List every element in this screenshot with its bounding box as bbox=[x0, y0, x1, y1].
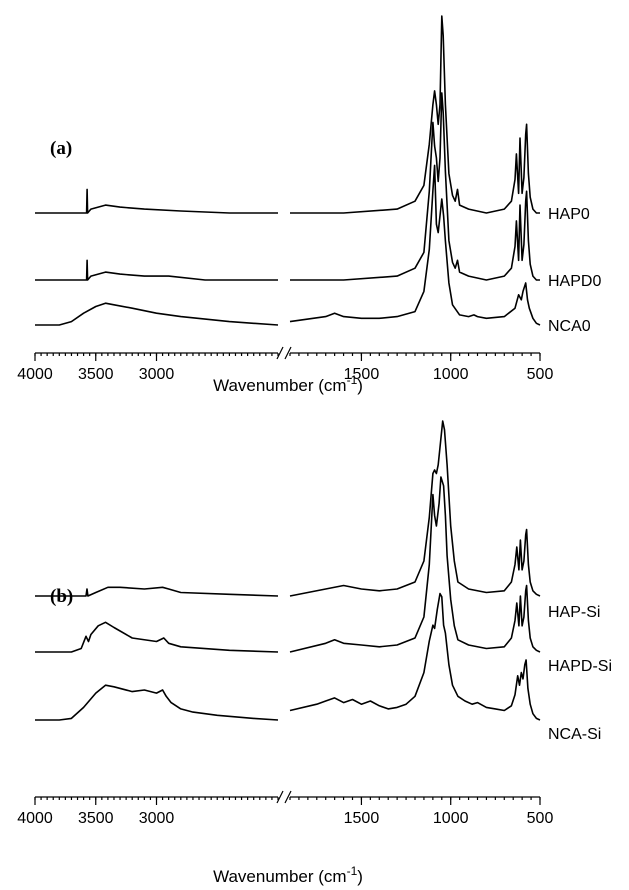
tick-label: 3000 bbox=[139, 366, 175, 383]
axis-break-mark bbox=[276, 790, 284, 804]
tick-label: 3500 bbox=[78, 366, 114, 383]
x-axis-title: Wavenumber (cm-1) bbox=[213, 864, 363, 886]
series-label: HAP0 bbox=[548, 206, 590, 223]
panel-label: (a) bbox=[50, 138, 72, 159]
spectrum-line-high bbox=[35, 586, 279, 597]
series-NCA0: NCA0 bbox=[35, 164, 591, 335]
tick-label: 1000 bbox=[433, 366, 469, 383]
x-axis-title: Wavenumber (cm-1) bbox=[213, 373, 363, 395]
spectrum-line-low bbox=[290, 92, 540, 281]
series-label: HAPD-Si bbox=[548, 658, 612, 675]
panel-a: (a) HAP0 HAPD0 NCA0 4000 3500 3000 1500 1000 500 W… bbox=[17, 15, 601, 395]
tick-label: 4000 bbox=[17, 366, 53, 383]
tick-label: 500 bbox=[527, 810, 554, 827]
tick-label: 1500 bbox=[344, 810, 380, 827]
spectrum-line-low bbox=[289, 164, 541, 326]
tick-label: 3000 bbox=[139, 810, 175, 827]
spectrum-line-high bbox=[35, 621, 279, 653]
series-HAP-Si: HAP-Si bbox=[35, 420, 600, 621]
series-label: HAPD0 bbox=[548, 273, 601, 290]
spectrum-line-high bbox=[35, 684, 279, 721]
tick-label: 500 bbox=[527, 366, 554, 383]
spectrum-line-high bbox=[35, 188, 278, 214]
tick-label: 1500 bbox=[344, 366, 380, 383]
series-HAPD-Si: HAPD-Si bbox=[35, 476, 612, 675]
series-label: NCA0 bbox=[548, 318, 591, 335]
x-axis: 4000 3500 3000 1500 1000 500 Wavenumber (cm-1) bbox=[17, 346, 554, 395]
tick-label: 4000 bbox=[17, 810, 53, 827]
series-HAPD0: HAPD0 bbox=[35, 92, 601, 290]
axis-break-mark bbox=[284, 790, 292, 804]
axis-break-mark bbox=[276, 346, 284, 360]
series-label: HAP-Si bbox=[548, 604, 600, 621]
x-axis: 4000 3500 3000 1500 1000 500 Wavenumber (cm-1) bbox=[17, 790, 554, 886]
axis-break-mark bbox=[284, 346, 292, 360]
spectrum-line-high bbox=[35, 259, 278, 281]
series-label: NCA-Si bbox=[548, 726, 601, 743]
spectrum-line-high bbox=[35, 302, 279, 326]
series-NCA-Si: NCA-Si bbox=[35, 592, 601, 743]
tick-label: 3500 bbox=[78, 810, 114, 827]
spectrum-line-low bbox=[289, 592, 541, 721]
spectrum-line-low bbox=[290, 15, 540, 214]
spectrum-line-low bbox=[289, 420, 541, 597]
tick-label: 1000 bbox=[433, 810, 469, 827]
spectrum-line-low bbox=[289, 476, 541, 653]
series-HAP0: HAP0 bbox=[35, 15, 590, 223]
